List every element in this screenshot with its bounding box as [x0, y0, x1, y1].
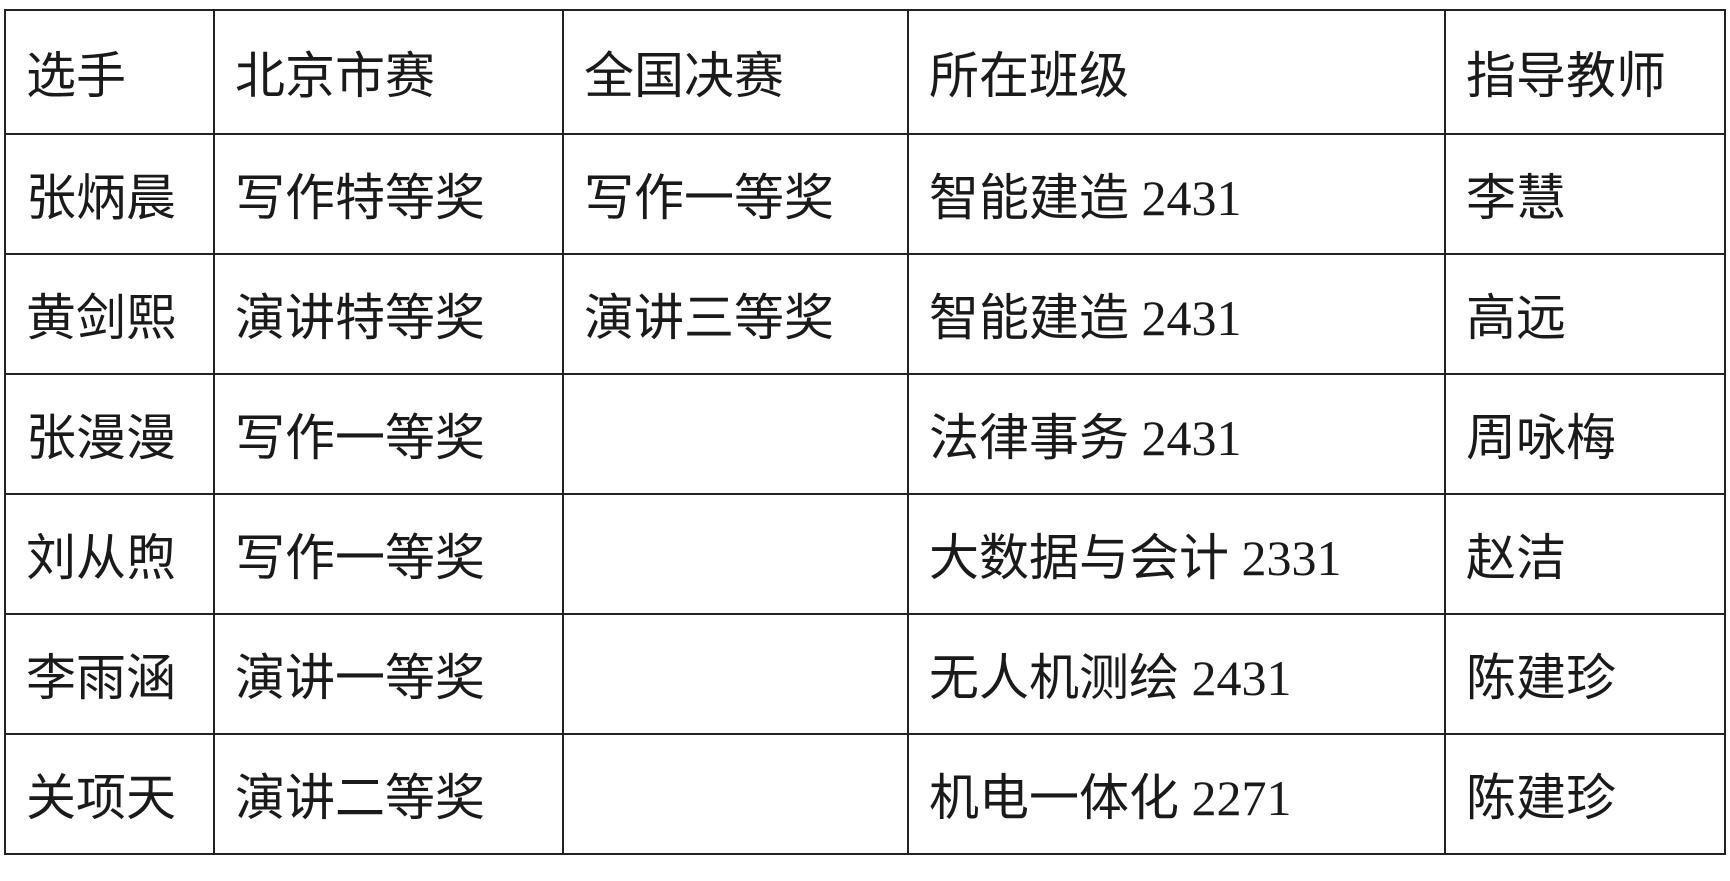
table-cell: 无人机测绘 2431	[907, 613, 1446, 735]
table-cell: 李雨涵	[4, 613, 215, 735]
awards-table: 选手 北京市赛 全国决赛 所在班级 指导教师 张炳晨 写作特等奖 写作一等奖 智能建造…	[4, 9, 1726, 855]
table-row: 关项天 演讲二等奖 机电一体化 2271 陈建珍	[4, 733, 1726, 855]
header-cell: 全国决赛	[562, 9, 909, 135]
table-cell: 黄剑熙	[4, 253, 215, 375]
table-cell: 张漫漫	[4, 373, 215, 495]
table-cell: 演讲二等奖	[213, 733, 564, 855]
header-cell: 选手	[4, 9, 215, 135]
table-cell: 演讲三等奖	[562, 253, 909, 375]
table-cell: 大数据与会计 2331	[907, 493, 1446, 615]
table-cell: 写作一等奖	[213, 373, 564, 495]
header-cell: 北京市赛	[213, 9, 564, 135]
table-cell: 李慧	[1444, 133, 1726, 255]
table-row: 黄剑熙 演讲特等奖 演讲三等奖 智能建造 2431 高远	[4, 253, 1726, 375]
table-cell	[562, 733, 909, 855]
table-cell: 刘从煦	[4, 493, 215, 615]
table-cell: 智能建造 2431	[907, 253, 1446, 375]
header-row: 选手 北京市赛 全国决赛 所在班级 指导教师	[4, 9, 1726, 135]
table-cell: 演讲一等奖	[213, 613, 564, 735]
table-cell: 高远	[1444, 253, 1726, 375]
table-cell: 张炳晨	[4, 133, 215, 255]
table-row: 张漫漫 写作一等奖 法律事务 2431 周咏梅	[4, 373, 1726, 495]
header-cell: 所在班级	[907, 9, 1446, 135]
table-cell: 赵洁	[1444, 493, 1726, 615]
table-cell: 写作一等奖	[562, 133, 909, 255]
table-row: 刘从煦 写作一等奖 大数据与会计 2331 赵洁	[4, 493, 1726, 615]
table-cell: 机电一体化 2271	[907, 733, 1446, 855]
table-cell	[562, 373, 909, 495]
table-row: 张炳晨 写作特等奖 写作一等奖 智能建造 2431 李慧	[4, 133, 1726, 255]
table-row: 李雨涵 演讲一等奖 无人机测绘 2431 陈建珍	[4, 613, 1726, 735]
table-cell	[562, 613, 909, 735]
table-cell: 陈建珍	[1444, 733, 1726, 855]
table-cell: 法律事务 2431	[907, 373, 1446, 495]
table-cell: 智能建造 2431	[907, 133, 1446, 255]
table-cell: 写作一等奖	[213, 493, 564, 615]
table-cell: 演讲特等奖	[213, 253, 564, 375]
table-cell: 陈建珍	[1444, 613, 1726, 735]
table-cell: 关项天	[4, 733, 215, 855]
header-cell: 指导教师	[1444, 9, 1726, 135]
table-cell: 写作特等奖	[213, 133, 564, 255]
table-cell	[562, 493, 909, 615]
table-cell: 周咏梅	[1444, 373, 1726, 495]
